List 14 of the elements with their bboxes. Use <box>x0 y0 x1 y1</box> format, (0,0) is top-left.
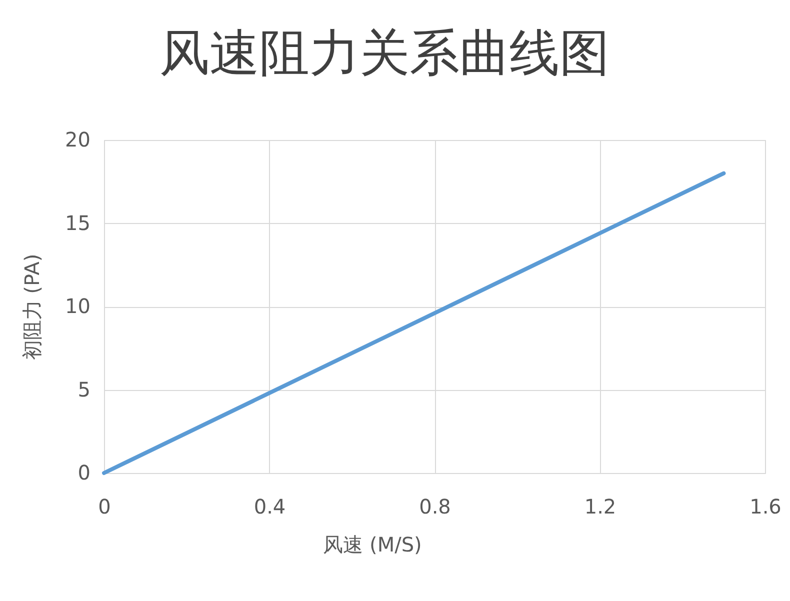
x-tick-label: 1.2 <box>584 494 616 518</box>
y-tick-label: 15 <box>65 210 90 235</box>
chart-title: 风速阻力关系曲线图 <box>160 24 610 82</box>
x-axis-title: 风速 (M/S) <box>323 532 422 556</box>
x-tick-label: 1.6 <box>750 494 782 518</box>
y-axis-title: 初阻力 (PA) <box>20 254 44 360</box>
y-tick-label: 10 <box>65 294 90 318</box>
y-tick-label: 0 <box>78 460 90 484</box>
x-tick-label: 0.8 <box>419 494 451 518</box>
line-series <box>102 171 726 475</box>
y-tick-label: 5 <box>78 377 90 402</box>
x-tick-label: 0 <box>98 494 111 518</box>
x-tick-label: 0.4 <box>254 494 286 518</box>
y-tick-label: 20 <box>65 128 90 152</box>
